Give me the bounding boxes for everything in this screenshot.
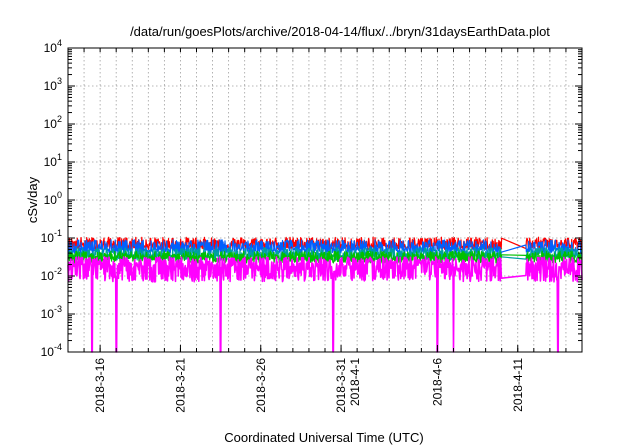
- y-tick-label: 102: [44, 114, 62, 131]
- ticks: [68, 47, 582, 353]
- y-tick-label: 10-2: [41, 266, 62, 283]
- x-tick-label: 2018-3-26: [254, 358, 268, 413]
- y-tick-label: 10-3: [41, 304, 62, 321]
- series-line: [67, 250, 583, 264]
- x-tick-label: 2018-4-11: [511, 358, 525, 412]
- y-tick-label: 103: [44, 76, 62, 93]
- chart-title: /data/run/goesPlots/archive/2018-04-14/f…: [130, 24, 550, 39]
- y-tick-label: 10-1: [41, 228, 62, 245]
- x-axis-label: Coordinated Universal Time (UTC): [224, 430, 423, 445]
- x-tick-labels: 2018-3-16 2018-3-21 2018-3-26 2018-3-31 2018…: [93, 358, 525, 413]
- y-axis-label: cSv/day: [25, 176, 40, 223]
- y-tick-label: 101: [44, 152, 62, 169]
- x-tick-label: 2018-4-1: [348, 358, 362, 406]
- x-tick-label: 2018-4-6: [430, 358, 444, 406]
- series-line: [67, 255, 583, 353]
- x-tick-label: 2018-3-16: [93, 358, 107, 413]
- x-tick-label: 2018-3-31: [334, 358, 348, 413]
- y-tick-label: 104: [44, 38, 62, 55]
- series-group: [67, 236, 583, 353]
- y-tick-label: 10-4: [41, 342, 62, 359]
- y-tick-label: 100: [44, 190, 62, 207]
- x-tick-label: 2018-3-21: [173, 358, 187, 413]
- y-tick-labels: 10-4 10-3 10-2 10-1 100 101 102 103 104: [41, 38, 62, 359]
